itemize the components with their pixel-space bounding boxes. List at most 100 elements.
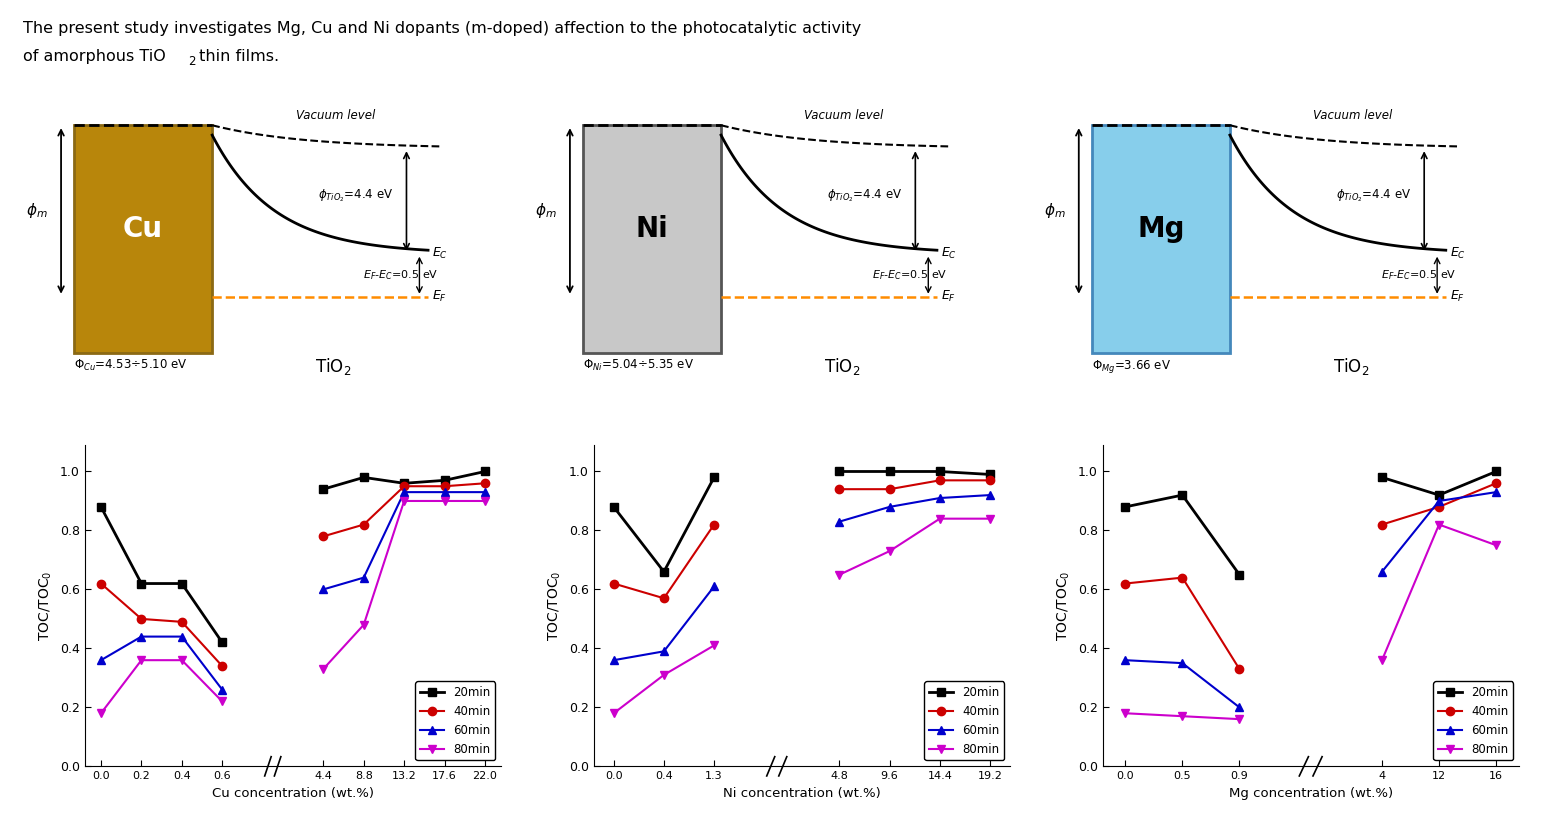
Text: $\Phi_{Cu}$=4.53÷5.10 eV: $\Phi_{Cu}$=4.53÷5.10 eV [74,358,188,372]
Line: 80min: 80min [836,514,995,578]
80min [1429,520,1448,530]
80min [476,496,495,506]
Text: $E_C$: $E_C$ [1449,246,1466,261]
Text: TiO$_2$: TiO$_2$ [1332,356,1369,377]
Text: $E_F$: $E_F$ [1449,289,1465,304]
20min [830,466,848,476]
40min [355,520,373,530]
Text: Ni: Ni [635,215,668,243]
40min [476,479,495,489]
Line: 60min: 60min [836,491,995,526]
40min [1486,479,1505,489]
Line: 80min: 80min [319,497,489,673]
60min [1429,496,1448,506]
60min [395,487,413,497]
40min [830,485,848,494]
Line: 20min: 20min [1379,467,1500,499]
Legend: 20min, 40min, 60min, 80min: 20min, 40min, 60min, 80min [415,681,495,761]
Text: 2: 2 [188,55,196,68]
Text: The present study investigates Mg, Cu and Ni dopants (m-doped) affection to the : The present study investigates Mg, Cu an… [23,21,862,35]
80min [315,664,333,674]
Y-axis label: TOC/TOC$_0$: TOC/TOC$_0$ [547,570,563,641]
20min [1429,490,1448,500]
60min [435,487,453,497]
Text: $E_C$: $E_C$ [941,246,958,261]
X-axis label: Cu concentration (wt.%): Cu concentration (wt.%) [211,787,375,800]
Text: $\Phi_{Mg}$=3.66 eV: $\Phi_{Mg}$=3.66 eV [1092,358,1170,375]
40min [880,485,899,494]
Bar [583,125,722,353]
80min [1372,655,1391,665]
40min [981,475,999,485]
60min [880,502,899,512]
Text: Vacuum level: Vacuum level [805,109,884,122]
Line: 40min: 40min [836,476,995,494]
60min [1486,487,1505,497]
80min [395,496,413,506]
Text: TiO$_2$: TiO$_2$ [823,356,860,377]
80min [930,513,948,523]
20min [930,466,948,476]
Line: 20min: 20min [836,467,995,479]
20min [476,466,495,476]
20min [880,466,899,476]
Text: $\Phi_{Ni}$=5.04÷5.35 eV: $\Phi_{Ni}$=5.04÷5.35 eV [583,358,694,372]
60min [1372,567,1391,577]
20min [1486,466,1505,476]
80min [435,496,453,506]
Text: Cu: Cu [123,215,163,243]
60min [355,573,373,583]
Line: 60min: 60min [1379,488,1500,576]
20min [1372,472,1391,482]
Text: $E_F$-$E_C$=0.5 eV: $E_F$-$E_C$=0.5 eV [364,269,439,282]
Text: $E_F$: $E_F$ [432,289,447,304]
Bar [74,125,213,353]
Line: 20min: 20min [319,467,489,494]
Y-axis label: TOC/TOC$_0$: TOC/TOC$_0$ [1056,570,1072,641]
40min [1429,502,1448,512]
40min [315,531,333,541]
40min [930,475,948,485]
40min [1372,520,1391,530]
Legend: 20min, 40min, 60min, 80min: 20min, 40min, 60min, 80min [1433,681,1513,761]
20min [435,475,453,485]
Text: $\phi_{TiO_2}$=4.4 eV: $\phi_{TiO_2}$=4.4 eV [318,188,393,204]
80min [830,569,848,579]
Text: Vacuum level: Vacuum level [1314,109,1392,122]
Line: 80min: 80min [1379,521,1500,664]
40min [435,481,453,491]
20min [395,479,413,489]
80min [880,546,899,556]
Text: thin films.: thin films. [194,49,279,64]
Bar [1092,125,1231,353]
60min [981,490,999,500]
Text: TiO$_2$: TiO$_2$ [315,356,352,377]
X-axis label: Ni concentration (wt.%): Ni concentration (wt.%) [723,787,880,800]
40min [395,481,413,491]
X-axis label: Mg concentration (wt.%): Mg concentration (wt.%) [1229,787,1392,800]
60min [930,493,948,503]
Text: $\phi_m$: $\phi_m$ [535,201,557,221]
60min [830,517,848,527]
Text: of amorphous TiO: of amorphous TiO [23,49,167,64]
Line: 60min: 60min [319,488,489,593]
Legend: 20min, 40min, 60min, 80min: 20min, 40min, 60min, 80min [924,681,1004,761]
20min [355,472,373,482]
Text: $\phi_{TiO_2}$=4.4 eV: $\phi_{TiO_2}$=4.4 eV [1335,188,1411,204]
60min [315,584,333,594]
Line: 40min: 40min [319,479,489,541]
80min [355,620,373,630]
Text: $E_F$-$E_C$=0.5 eV: $E_F$-$E_C$=0.5 eV [873,269,948,282]
Text: $\phi_m$: $\phi_m$ [26,201,48,221]
Text: $E_F$-$E_C$=0.5 eV: $E_F$-$E_C$=0.5 eV [1382,269,1457,282]
Text: Vacuum level: Vacuum level [296,109,375,122]
Text: $E_F$: $E_F$ [941,289,956,304]
20min [981,470,999,480]
80min [981,513,999,523]
Text: $\phi_{TiO_2}$=4.4 eV: $\phi_{TiO_2}$=4.4 eV [827,188,902,204]
Text: $E_C$: $E_C$ [432,246,449,261]
Text: Mg: Mg [1136,215,1184,243]
60min [476,487,495,497]
20min [315,485,333,494]
Text: $\phi_m$: $\phi_m$ [1044,201,1066,221]
